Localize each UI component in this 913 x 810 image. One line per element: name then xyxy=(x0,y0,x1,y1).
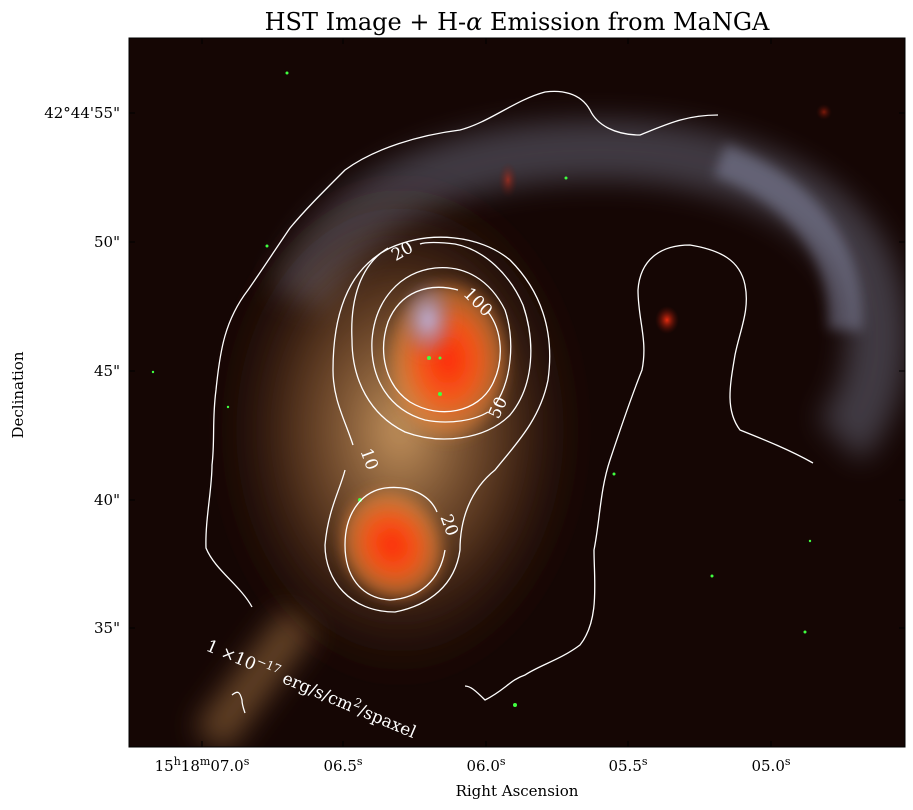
contour-100 xyxy=(382,286,501,413)
x-tick-label: 06.0s xyxy=(466,755,505,776)
x-tick-labels: 15h18m07.0s 06.5s 06.0s 05.5s 05.0s xyxy=(155,755,791,776)
y-tick-label: 40" xyxy=(94,491,120,509)
x-tick-label: 06.5s xyxy=(323,755,362,776)
spiral-arm-inner xyxy=(713,144,863,332)
contour-10 xyxy=(324,236,551,613)
contours xyxy=(205,90,814,714)
red-spot xyxy=(816,104,832,120)
x-tick-label: 15h18m07.0s xyxy=(155,755,250,776)
contour-small xyxy=(231,691,246,714)
contour-outer xyxy=(205,90,719,608)
figure-title: HST Image + H-α Emission from MaNGA xyxy=(265,8,770,36)
contour-20-south xyxy=(344,486,446,601)
southern-tail xyxy=(194,608,317,747)
southern-nucleus xyxy=(335,484,449,606)
green-stars xyxy=(151,71,812,707)
y-tick-label: 42°44'55" xyxy=(44,104,120,122)
contour-50 xyxy=(371,266,512,423)
y-tick-label: 35" xyxy=(94,619,120,637)
y-tick-label: 45" xyxy=(94,362,120,380)
x-tick-label: 05.0s xyxy=(751,755,790,776)
y-tick-labels: 42°44'55" 50" 45" 40" 35" xyxy=(44,104,120,637)
plot-frame xyxy=(128,37,906,748)
x-tick-label: 05.5s xyxy=(608,755,647,776)
hst-image xyxy=(129,38,905,747)
x-axis-label: Right Ascension xyxy=(456,782,579,800)
contour-outer xyxy=(464,244,814,701)
x-ticks xyxy=(201,38,772,747)
northern-blue-clumps xyxy=(400,280,456,360)
y-ticks xyxy=(129,112,905,629)
y-tick-label: 50" xyxy=(94,233,120,251)
y-axis-label: Declination xyxy=(9,351,27,438)
contour-20-north xyxy=(351,241,532,440)
red-spot xyxy=(498,162,518,198)
red-spot xyxy=(655,306,679,334)
